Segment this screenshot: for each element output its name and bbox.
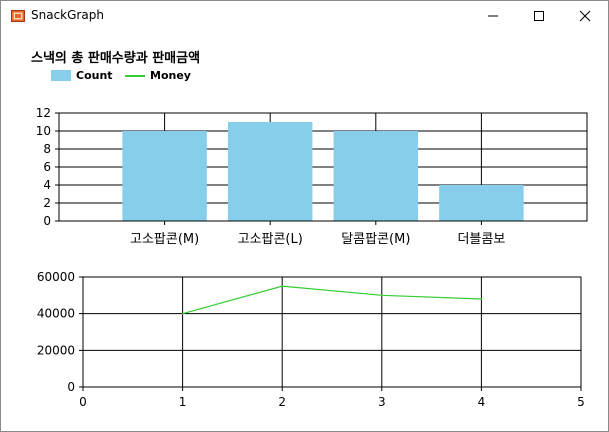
count-bar-chart: 0 2 4 6 8 10 12 고소팝콘(M) 고소팝콘(L) 달콤팝콘(M) 더블콤보 [36, 106, 588, 247]
y-tick-label: 10 [36, 124, 51, 138]
money-series-line [182, 285, 482, 315]
chart-window-icon [11, 10, 25, 22]
money-point [381, 294, 383, 297]
y-tick-label: 20000 [37, 343, 75, 357]
category-label: 달콤팝콘(M) [341, 232, 410, 247]
bar-count [333, 131, 419, 221]
legend-label-money: Money [150, 69, 191, 82]
legend-swatch-money [125, 75, 145, 77]
money-point [281, 285, 284, 287]
x-tick-label: 5 [577, 395, 585, 409]
bar-count [122, 131, 207, 221]
y-tick-label: 6 [43, 160, 51, 174]
legend-label-count: Count [76, 69, 113, 82]
x-tick-label: 2 [278, 395, 286, 409]
y-tick-label: 40000 [37, 307, 75, 321]
category-label: 고소팝콘(M) [130, 232, 199, 247]
y-tick-label: 4 [43, 178, 51, 192]
x-tick-label: 4 [478, 395, 486, 409]
y-tick-label: 0 [67, 380, 75, 394]
plot-area-border [82, 276, 582, 388]
money-line-chart: 0 20000 40000 60000 0 1 2 3 4 5 [37, 270, 585, 409]
legend-swatch-count [51, 70, 71, 81]
y-tick-label: 12 [36, 106, 51, 120]
bar-count [439, 185, 524, 221]
category-label: 더블콤보 [457, 232, 505, 247]
y-tick-label: 2 [43, 196, 51, 210]
x-tick-label: 3 [378, 395, 386, 409]
chart-title: 스낵의 총 판매수량과 판매금액 [31, 51, 201, 66]
close-button[interactable] [562, 1, 608, 32]
maximize-icon [534, 11, 544, 21]
x-tick-label: 0 [79, 395, 87, 409]
window-title: SnackGraph [31, 8, 104, 22]
category-label: 고소팝콘(L) [238, 232, 303, 247]
x-tick-label: 1 [179, 395, 187, 409]
y-tick-label: 0 [43, 214, 51, 228]
y-tick-label: 60000 [37, 270, 75, 284]
money-point [480, 298, 483, 300]
bar-count [227, 122, 313, 221]
close-icon [579, 10, 591, 22]
title-bar[interactable]: SnackGraph [1, 1, 608, 32]
minimize-icon [488, 15, 498, 17]
y-tick-label: 8 [43, 142, 51, 156]
minimize-button[interactable] [470, 1, 516, 32]
plot-area-border [58, 112, 588, 222]
money-point [181, 312, 184, 315]
maximize-button[interactable] [516, 1, 562, 32]
